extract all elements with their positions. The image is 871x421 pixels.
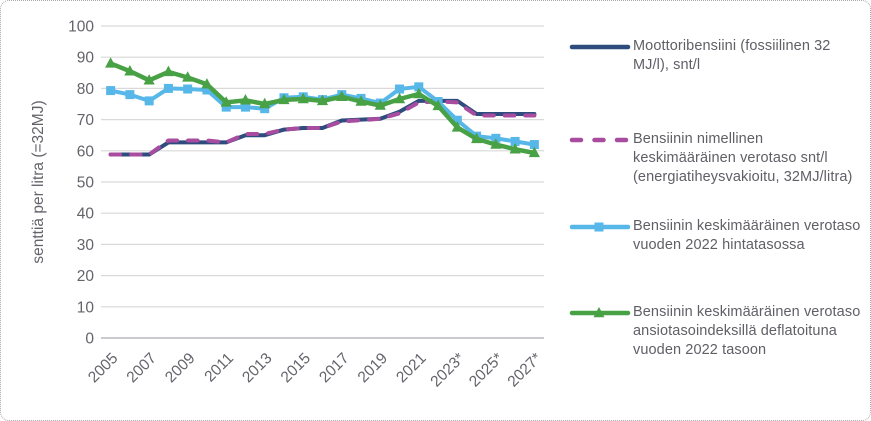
- square-marker: [106, 86, 116, 96]
- square-marker: [510, 136, 520, 146]
- legend: Moottoribensiini (fossiilinen 32 MJ/l), …: [569, 1, 869, 420]
- x-tick-label: 2009: [162, 350, 198, 386]
- y-tick-label: 60: [77, 143, 95, 160]
- y-tick-label: 100: [68, 19, 94, 36]
- legend-swatch-solid-navy-line: [569, 44, 631, 50]
- square-marker: [491, 133, 501, 143]
- legend-swatch-blue-square-marker-line: [569, 222, 631, 232]
- square-marker: [183, 84, 193, 94]
- legend-label: Bensiinin nimellinen keskimääräinen vero…: [633, 131, 853, 185]
- legend-item-fossil-petrol-tax: Moottoribensiini (fossiilinen 32 MJ/l), …: [569, 37, 867, 75]
- series-fossil-petrol-tax: [108, 98, 537, 157]
- triangle-marker: [374, 99, 386, 110]
- triangle-marker: [143, 74, 155, 85]
- triangle-marker: [470, 132, 483, 144]
- triangle-marker: [413, 87, 425, 99]
- legend-swatch-green-triangle-marker-line: [569, 307, 631, 318]
- x-tick-label: 2007: [124, 350, 160, 386]
- y-tick-label: 70: [77, 112, 95, 129]
- triangle-marker: [451, 121, 463, 132]
- legend-label: Bensiinin keskimääräinen verotaso ansiot…: [633, 304, 861, 358]
- square-marker: [202, 85, 212, 95]
- triangle-marker: [297, 92, 309, 104]
- legend-swatch-dashed-purple-line: [569, 137, 631, 143]
- triangle-marker: [239, 94, 252, 105]
- triangle-marker: [509, 143, 521, 154]
- legend-item-tax-wage-index-deflated: Bensiinin keskimääräinen verotaso ansiot…: [569, 303, 867, 360]
- square-marker: [240, 102, 250, 112]
- triangle-marker: [490, 138, 502, 149]
- x-axis-tick-labels: 2005 2007 2009 2011 2013 2015 2017 2019 20212023…: [85, 350, 545, 391]
- square-marker: [414, 82, 424, 92]
- square-marker: [125, 90, 135, 100]
- y-tick-label: 80: [77, 81, 95, 98]
- x-tick-label: 2015: [278, 350, 314, 386]
- y-axis-title: senttiä per litra (=32MJ): [30, 100, 47, 263]
- square-marker: [529, 140, 539, 150]
- x-tick-label: 2019: [355, 350, 391, 386]
- square-marker: [144, 96, 154, 106]
- y-tick-label: 90: [77, 50, 95, 67]
- y-tick-label: 40: [77, 206, 95, 223]
- triangle-marker: [336, 90, 348, 102]
- triangle-marker: [355, 95, 367, 106]
- triangle-marker: [182, 71, 194, 82]
- triangle-marker: [220, 96, 232, 107]
- triangle-marker: [259, 97, 271, 109]
- legend-label: Bensiinin keskimääräinen verotaso vuoden…: [633, 218, 861, 253]
- legend-item-tax-2022-prices: Bensiinin keskimääräinen verotaso vuoden…: [569, 217, 867, 255]
- x-tick-label: 2005: [85, 350, 121, 386]
- y-tick-label: 30: [77, 237, 95, 254]
- line-chart: 0 10 20 30 40 50 60 70 80 90 100 senttiä per litra …: [30, 19, 545, 391]
- square-marker: [221, 102, 231, 112]
- x-tick-label: 2027*: [505, 350, 546, 391]
- y-tick-label: 0: [85, 331, 94, 348]
- square-marker: [452, 115, 462, 125]
- y-tick-label: 10: [77, 299, 95, 316]
- x-tick-label: 2023*: [427, 350, 468, 391]
- triangle-marker: [162, 65, 175, 77]
- square-marker: [395, 84, 405, 94]
- y-axis-tick-labels: 0 10 20 30 40 50 60 70 80 90 100: [68, 19, 94, 348]
- triangle-marker: [124, 65, 136, 76]
- triangle-marker: [528, 146, 540, 158]
- triangle-marker: [278, 93, 290, 105]
- x-tick-label: 2021: [393, 350, 429, 386]
- x-tick-label: 2017: [316, 350, 352, 386]
- x-tick-label: 2025*: [466, 350, 507, 391]
- triangle-marker: [432, 99, 444, 111]
- square-marker: [260, 104, 270, 114]
- legend-item-nominal-average-tax: Bensiinin nimellinen keskimääräinen vero…: [569, 130, 867, 187]
- triangle-marker: [201, 78, 213, 89]
- triangle-marker: [105, 57, 117, 68]
- x-tick-label: 2013: [239, 350, 275, 386]
- square-marker: [163, 83, 173, 93]
- y-tick-label: 50: [77, 175, 95, 192]
- triangle-marker: [316, 94, 329, 106]
- triangle-marker: [393, 92, 406, 104]
- x-tick-label: 2011: [201, 350, 237, 386]
- gridlines: [101, 25, 544, 339]
- legend-label: Moottoribensiini (fossiilinen 32 MJ/l), …: [633, 38, 831, 73]
- y-tick-label: 20: [77, 268, 95, 285]
- series-tax-wage-index-deflated: [105, 57, 540, 158]
